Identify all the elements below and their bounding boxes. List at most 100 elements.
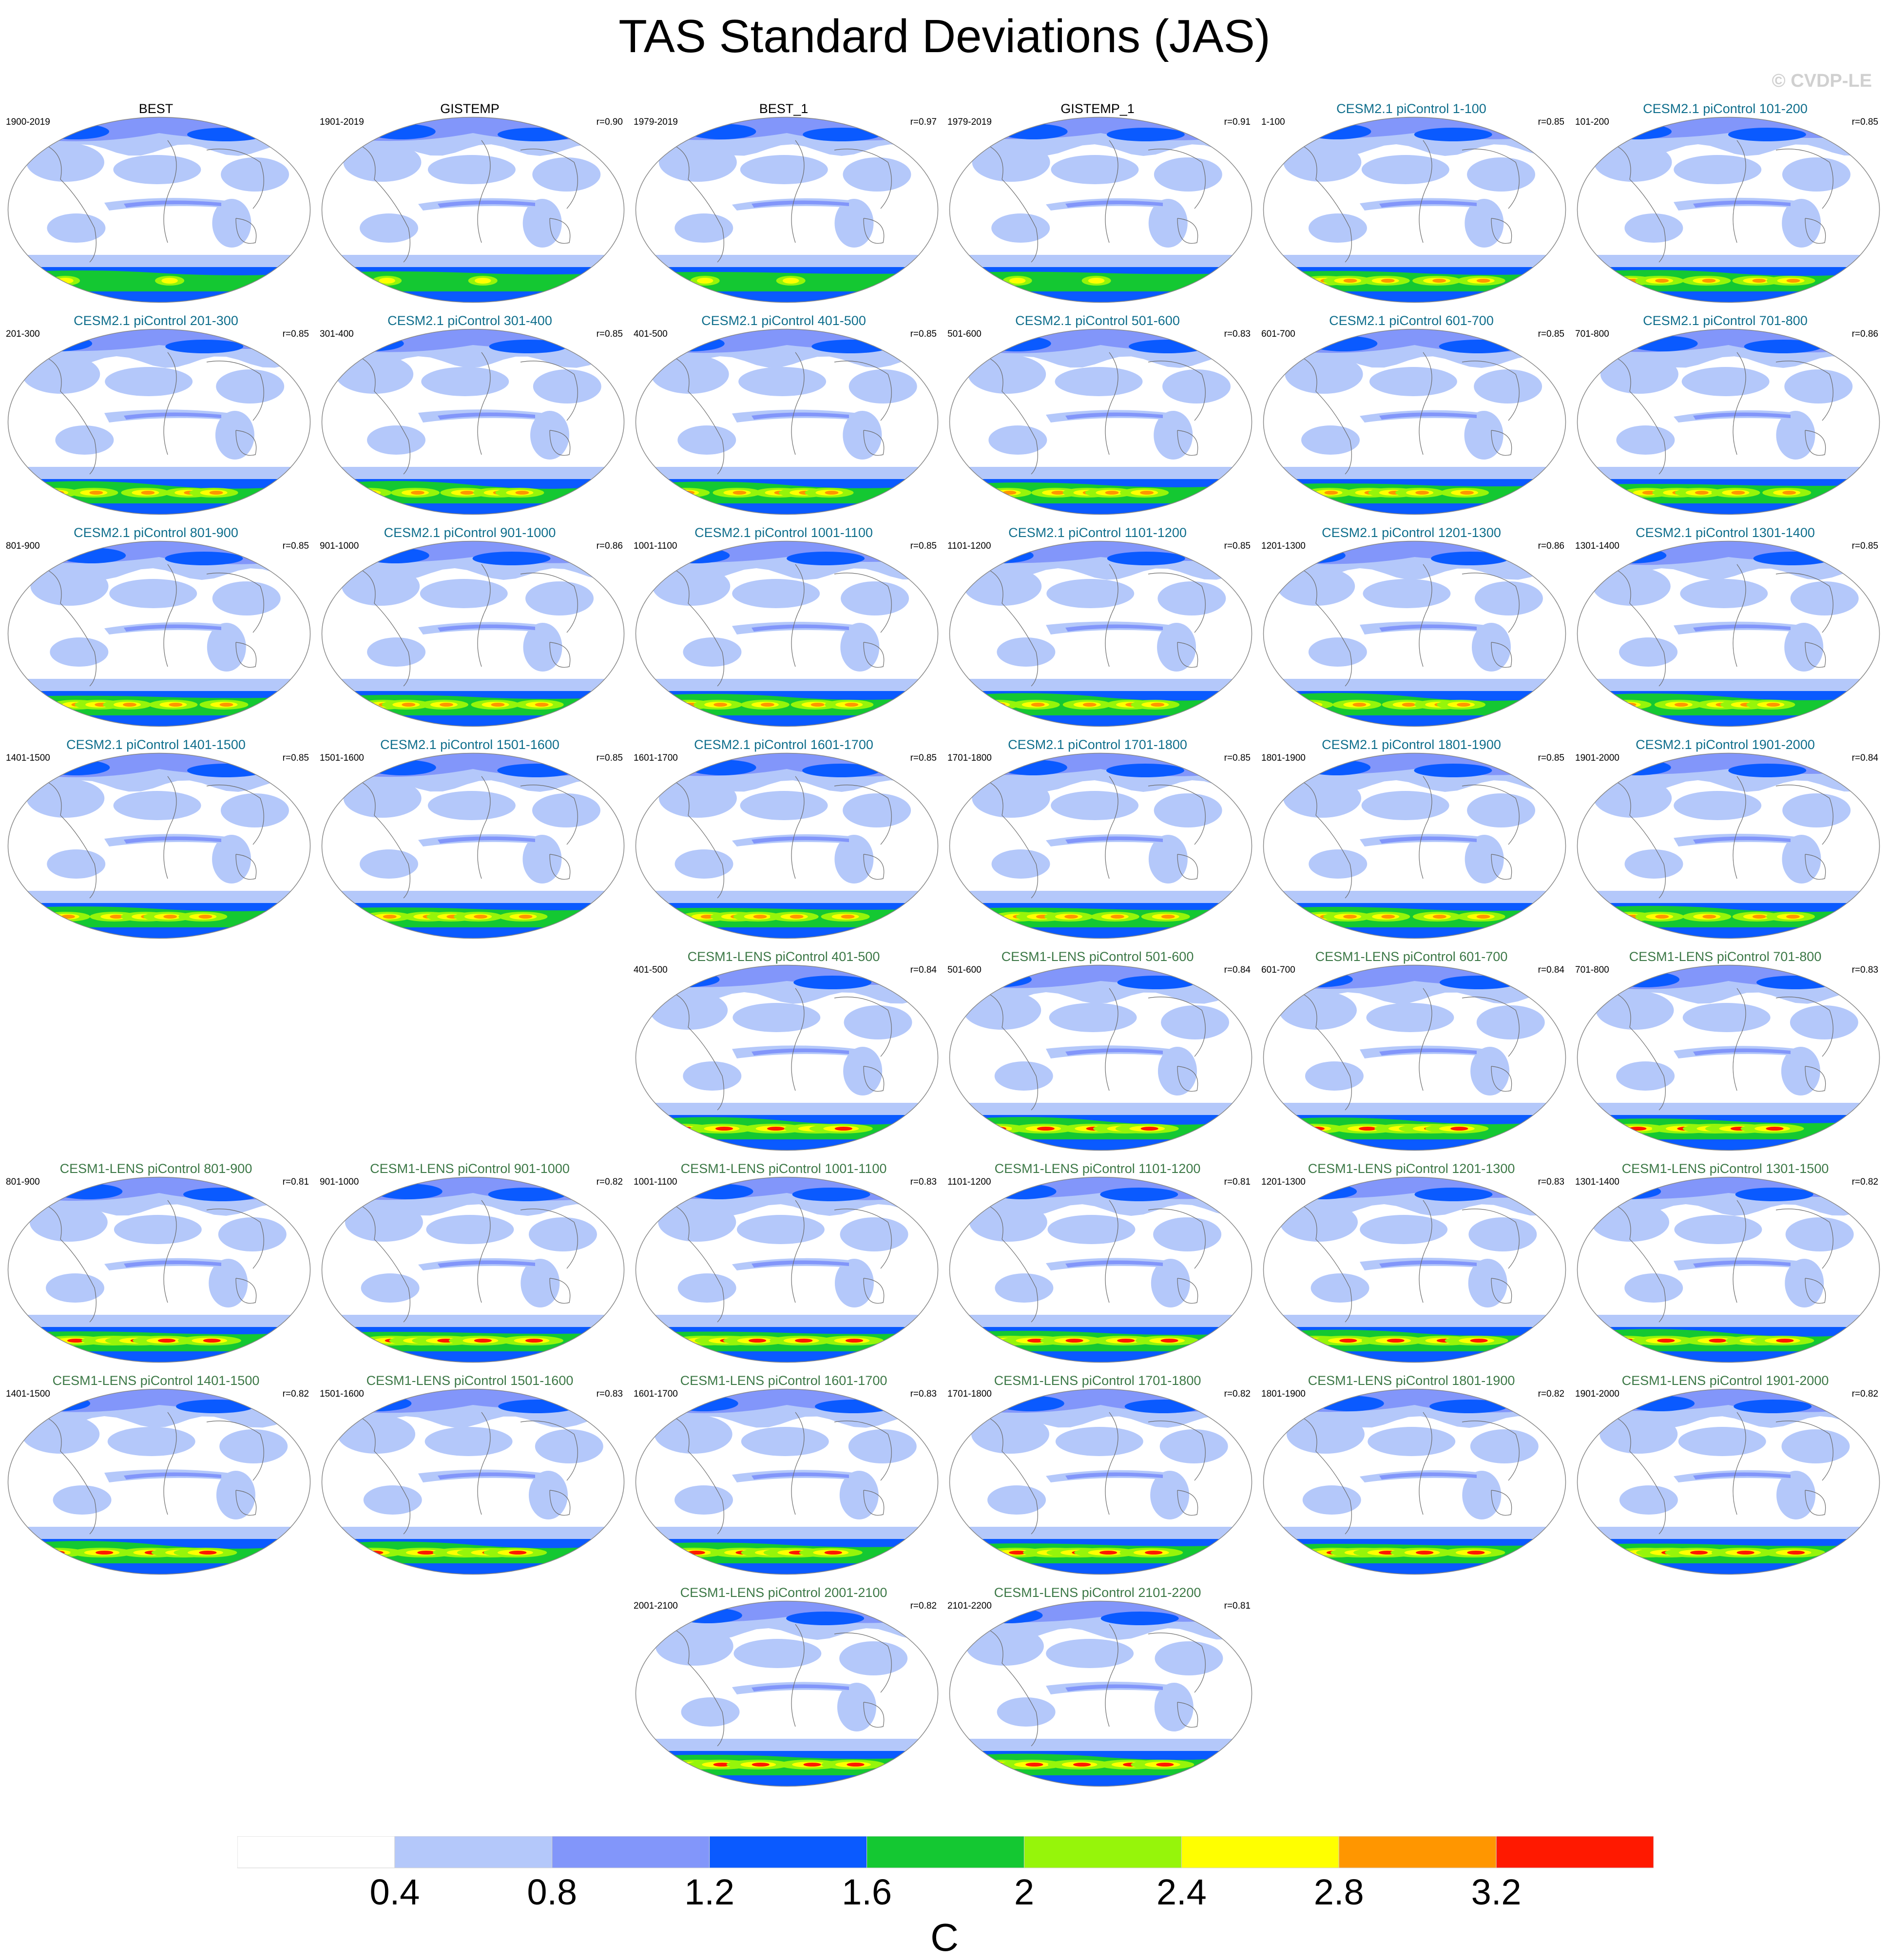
map-border bbox=[7, 752, 311, 939]
map-enso-core bbox=[1065, 200, 1163, 208]
map-variability-blob bbox=[528, 1471, 568, 1519]
colorbar-swatch bbox=[1181, 1836, 1339, 1868]
map-variability-blob bbox=[651, 355, 729, 394]
map-plot bbox=[1263, 328, 1566, 515]
panel-correlation: r=0.86 bbox=[596, 541, 623, 551]
panel-title: BEST bbox=[138, 101, 173, 116]
map-enso-core bbox=[1693, 1048, 1791, 1056]
map-variability-blob bbox=[1301, 425, 1360, 455]
map-sh-band bbox=[949, 467, 1252, 479]
map-hotspot bbox=[1284, 700, 1333, 710]
map-enso-core bbox=[1065, 836, 1163, 844]
panel-period: 501-600 bbox=[947, 329, 982, 339]
panel-title: CESM2.1 piControl 1601-1700 bbox=[694, 737, 873, 752]
map-enso-tongue bbox=[418, 198, 550, 211]
map-variability-blob bbox=[1781, 1047, 1820, 1095]
map-panel: CESM1-LENS piControl 1001-1100 1001-1100 r… bbox=[628, 1157, 940, 1367]
map-variability-blob bbox=[677, 1273, 736, 1303]
map-variability-blob bbox=[655, 1627, 733, 1666]
panel-correlation: r=0.82 bbox=[1851, 1177, 1878, 1187]
map-coastline bbox=[834, 997, 892, 1057]
map-coastline bbox=[45, 781, 96, 899]
map-coastline bbox=[235, 642, 257, 668]
map-hotspot bbox=[1160, 1339, 1178, 1343]
map-coastline bbox=[1301, 145, 1352, 263]
map-nh-max bbox=[1753, 552, 1831, 565]
map-nh-max bbox=[1431, 552, 1509, 565]
panel-period: 1301-1400 bbox=[1575, 1177, 1619, 1187]
map-coastline bbox=[791, 352, 805, 455]
map-plot bbox=[635, 1600, 939, 1787]
map-coastline bbox=[359, 781, 410, 899]
map-coastline bbox=[1105, 776, 1118, 879]
panel-title: CESM2.1 piControl 1901-2000 bbox=[1636, 737, 1815, 752]
map-panel: GISTEMP_1 1979-2019 r=0.91 bbox=[942, 97, 1253, 307]
map-coastline bbox=[1733, 564, 1746, 667]
map-plot bbox=[635, 540, 939, 727]
map-coastline bbox=[1177, 430, 1198, 456]
map-border bbox=[321, 328, 625, 515]
map-nh-max bbox=[165, 552, 243, 565]
map-coastline bbox=[1615, 993, 1666, 1111]
map-hotspot bbox=[515, 491, 529, 495]
map-enso-tongue bbox=[104, 622, 236, 634]
map-panel: CESM2.1 piControl 1201-1300 1201-1300 r=0.… bbox=[1255, 521, 1567, 731]
map-enso-core bbox=[1379, 1472, 1477, 1480]
map-panel: CESM1-LENS piControl 2001-2100 2001-2100 r… bbox=[628, 1581, 940, 1791]
map-hotspot bbox=[1702, 915, 1716, 919]
map-border bbox=[1577, 540, 1880, 727]
map-variability-blob bbox=[1308, 213, 1367, 243]
map-hotspot bbox=[1702, 279, 1716, 283]
panel-period: 1901-2000 bbox=[1575, 1389, 1619, 1399]
map-variability-blob bbox=[426, 1215, 514, 1244]
map-variability-blob bbox=[997, 637, 1056, 667]
map-panel: CESM2.1 piControl 501-600 501-600 r=0.83 bbox=[942, 309, 1253, 519]
map-border bbox=[1263, 328, 1566, 515]
map-variability-blob bbox=[427, 791, 516, 820]
map-hotspot bbox=[1736, 1551, 1754, 1555]
panel-period: 1501-1600 bbox=[320, 753, 364, 763]
map-hotspot bbox=[795, 1339, 813, 1343]
map-nh-max bbox=[1309, 336, 1378, 351]
map-enso-core bbox=[1065, 624, 1163, 632]
map-coastline bbox=[834, 361, 892, 421]
map-coastline bbox=[987, 1417, 1038, 1535]
panel-period: 1601-1700 bbox=[634, 1389, 678, 1399]
map-sh-band bbox=[636, 255, 938, 267]
map-variability-blob bbox=[532, 793, 600, 827]
map-nh-max bbox=[1106, 128, 1185, 141]
map-hotspot bbox=[1752, 915, 1766, 919]
map-nh-max bbox=[187, 128, 265, 141]
map-hotspot bbox=[203, 1339, 221, 1343]
map-variability-blob bbox=[221, 157, 289, 192]
map-border bbox=[1577, 964, 1880, 1151]
map-enso-core bbox=[124, 1472, 221, 1480]
map-nh-max bbox=[1602, 760, 1671, 775]
map-hotspot bbox=[1064, 915, 1079, 919]
map-coastline bbox=[1733, 776, 1746, 879]
map-variability-blob bbox=[991, 213, 1050, 243]
panel-period: 1901-2019 bbox=[320, 117, 364, 127]
map-variability-blob bbox=[843, 157, 911, 192]
map-coastline bbox=[163, 1412, 177, 1515]
map-coastline bbox=[1733, 1200, 1746, 1303]
map-sh-band bbox=[636, 679, 938, 691]
panel-period: 1101-1200 bbox=[947, 541, 991, 551]
panel-correlation: r=0.83 bbox=[910, 1389, 937, 1399]
map-variability-blob bbox=[1046, 579, 1135, 608]
map-border bbox=[1263, 116, 1566, 303]
map-coastline bbox=[1775, 573, 1833, 633]
map-border bbox=[1263, 752, 1566, 939]
panel-period: 701-800 bbox=[1575, 965, 1609, 975]
map-variability-blob bbox=[834, 835, 874, 884]
panel-period: 2101-2200 bbox=[947, 1601, 992, 1611]
map-hotspot bbox=[1099, 1551, 1118, 1555]
panel-period: 1401-1500 bbox=[6, 753, 50, 763]
map-hotspot bbox=[163, 915, 177, 919]
map-variability-blob bbox=[736, 1215, 825, 1244]
map-border bbox=[1577, 752, 1880, 939]
map-enso-core bbox=[752, 1684, 849, 1691]
panel-title: GISTEMP_1 bbox=[1060, 101, 1135, 116]
panel-period: 1201-1300 bbox=[1261, 541, 1306, 551]
map-coastline bbox=[834, 1209, 892, 1269]
